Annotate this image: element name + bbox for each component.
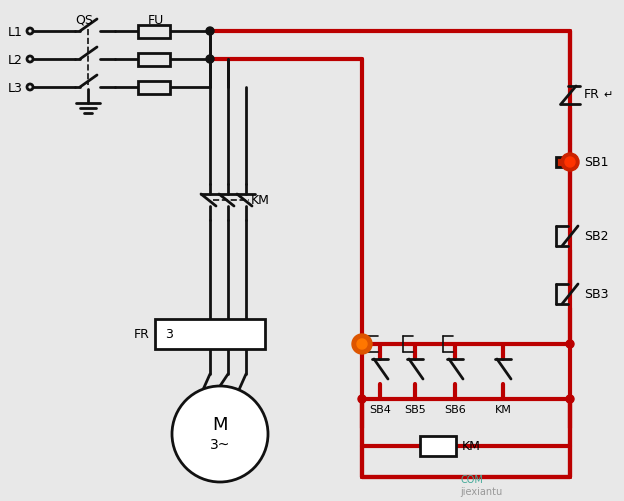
Bar [155,319,265,349]
Text: KM: KM [462,439,481,452]
Bar [556,158,566,168]
Circle shape [565,158,575,168]
Circle shape [561,154,579,172]
Bar [138,26,170,39]
Circle shape [352,334,372,354]
Text: FR: FR [584,88,600,101]
Text: 3~: 3~ [210,437,230,451]
Text: KM: KM [495,404,512,414]
Text: L3: L3 [8,81,23,94]
Text: QS: QS [75,14,93,27]
Text: L2: L2 [8,54,23,66]
Circle shape [358,395,366,403]
Bar [138,81,170,94]
Text: jiexiantu: jiexiantu [460,486,502,496]
Circle shape [172,386,268,482]
Text: SB3: SB3 [584,288,608,301]
Text: L1: L1 [8,26,23,39]
Circle shape [206,28,214,36]
Text: KM: KM [251,193,270,206]
Circle shape [358,340,366,348]
Text: SB2: SB2 [584,230,608,243]
Circle shape [206,56,214,64]
Circle shape [566,395,574,403]
Text: SB6: SB6 [444,404,466,414]
Text: M: M [212,415,228,433]
Circle shape [357,339,367,349]
Text: ↵: ↵ [603,90,612,100]
Bar [138,54,170,66]
Text: 3: 3 [165,328,173,341]
Text: FR: FR [134,328,150,341]
Text: FU: FU [148,14,164,27]
Circle shape [566,340,574,348]
Text: COM: COM [460,474,483,484]
Text: SB1: SB1 [584,156,608,169]
Text: SB4: SB4 [369,404,391,414]
Text: SB5: SB5 [404,404,426,414]
Bar [420,436,456,456]
